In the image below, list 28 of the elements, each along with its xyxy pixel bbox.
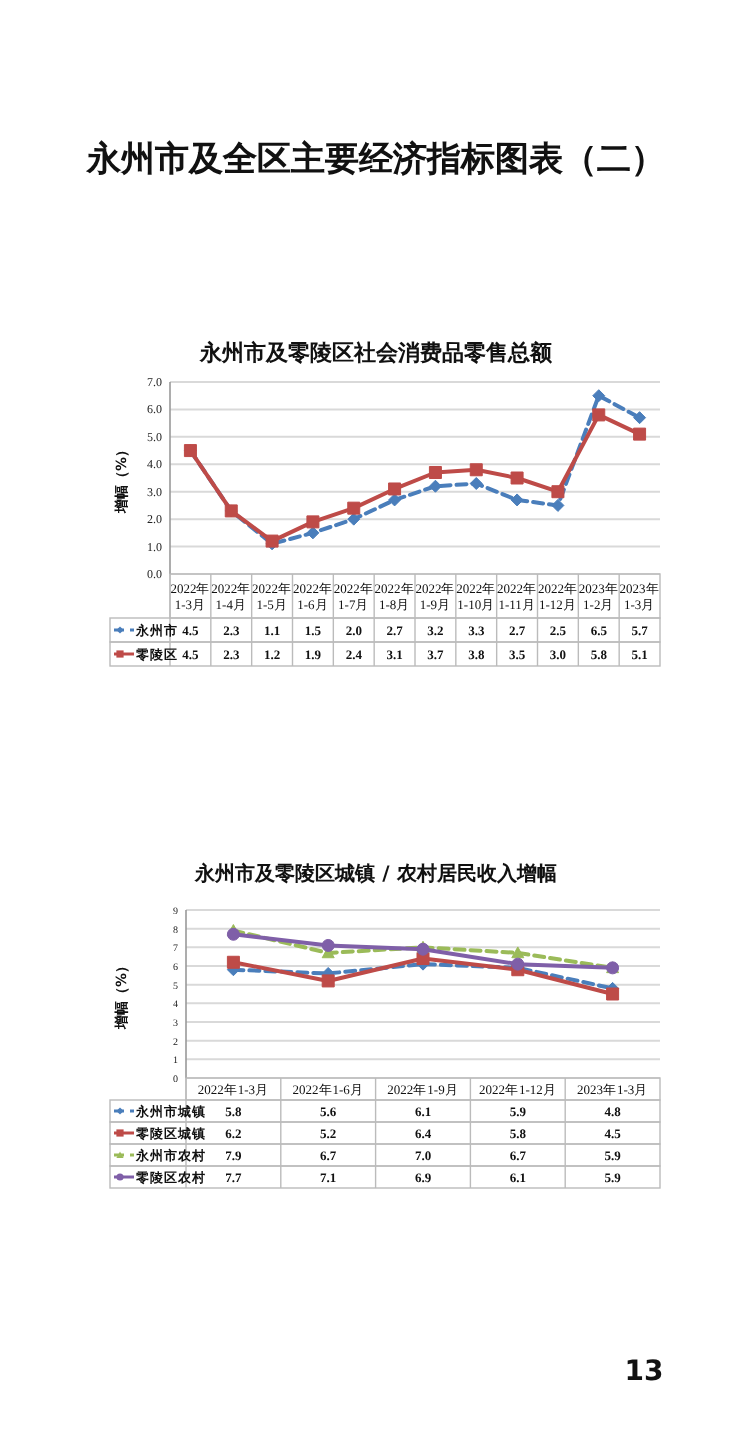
point (388, 493, 402, 507)
point (510, 493, 524, 507)
point (469, 476, 483, 490)
point (347, 501, 361, 515)
point (306, 526, 320, 540)
chart-title: 永州市及零陵区社会消费品零售总额 (198, 340, 554, 366)
point (551, 498, 565, 512)
point (469, 463, 483, 477)
point (511, 946, 525, 959)
point (388, 482, 402, 496)
point (226, 955, 240, 969)
text: 永州市及全区主要经济指标图表（二） (85, 140, 665, 180)
point (347, 512, 361, 526)
point (606, 987, 620, 1001)
point (592, 408, 606, 422)
point (551, 485, 565, 499)
point (306, 515, 320, 529)
point (510, 471, 524, 485)
point (633, 427, 647, 441)
point (226, 927, 240, 941)
point (321, 974, 335, 988)
point (428, 479, 442, 493)
point (592, 389, 606, 403)
point (321, 938, 335, 952)
point (633, 411, 647, 425)
text: 13 (624, 1356, 664, 1388)
chart-title: 永州市及零陵区城镇 / 农村居民收入增幅 (193, 862, 557, 886)
point (428, 466, 442, 480)
